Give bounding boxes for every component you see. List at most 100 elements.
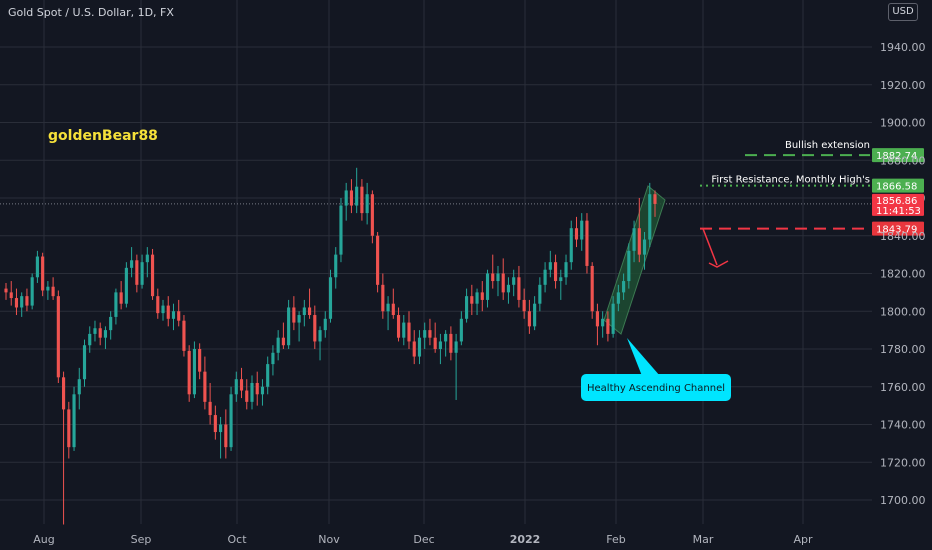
- candle-up: [417, 337, 422, 357]
- candle-down: [527, 311, 531, 327]
- candle-down: [67, 409, 71, 448]
- candle-down: [208, 401, 212, 416]
- candle-down: [135, 260, 139, 285]
- candle-down: [428, 330, 432, 338]
- candle-down: [150, 254, 155, 297]
- candle-down: [41, 256, 45, 291]
- candle-up: [234, 379, 238, 395]
- candle-up: [444, 333, 448, 342]
- last-price-countdown: 11:41:53: [876, 206, 921, 217]
- candle-up: [569, 228, 573, 263]
- candle-up: [192, 349, 196, 395]
- candle-up: [72, 394, 76, 448]
- candle-up: [114, 292, 118, 317]
- price-tick-label: 1920.00: [880, 79, 926, 92]
- callout-box: [581, 374, 731, 401]
- candle-up: [485, 273, 490, 300]
- candle-up: [219, 424, 223, 433]
- bullish-extension-label: Bullish extension: [785, 140, 870, 151]
- candle-down: [14, 298, 19, 308]
- candle-down: [491, 273, 495, 282]
- price-tick-label: 1700.00: [880, 494, 926, 507]
- candle-up: [632, 228, 636, 251]
- price-tick-label: 1940.00: [880, 41, 926, 54]
- candle-down: [553, 262, 558, 282]
- candle-down: [376, 235, 380, 285]
- candle-down: [245, 390, 249, 402]
- candle-up: [538, 284, 542, 304]
- candle-up: [229, 394, 233, 448]
- candle-up: [318, 330, 322, 342]
- candle-down: [470, 296, 474, 304]
- candle-down: [166, 305, 170, 319]
- candle-down: [517, 277, 521, 300]
- price-tick-label: 1840.00: [880, 230, 926, 243]
- price-level-badge: [872, 221, 924, 236]
- symbol-title[interactable]: Gold Spot / U.S. Dollar, 1D, FX: [8, 6, 174, 19]
- candle-down: [156, 296, 160, 314]
- candle-up: [260, 386, 265, 395]
- candle-up: [334, 254, 338, 278]
- candle-down: [203, 371, 207, 402]
- candle-down: [360, 186, 364, 214]
- candle-up: [344, 190, 348, 206]
- candle-down: [637, 228, 641, 255]
- candle-up: [459, 318, 463, 342]
- candle-up: [648, 194, 652, 240]
- price-levels[interactable]: 1882.74 1866.58 1843.79 Bullish extension Fi…: [700, 140, 924, 268]
- candle-down: [239, 379, 244, 391]
- price-level-badge: [872, 148, 924, 163]
- time-tick-label: Aug: [33, 533, 54, 546]
- candle-up: [145, 254, 149, 263]
- candle-up: [323, 318, 327, 331]
- callout-label: Healthy Ascending Channel: [587, 383, 725, 394]
- candle-up: [77, 379, 81, 395]
- candle-up: [328, 277, 333, 319]
- candle-down: [56, 296, 60, 378]
- price-tick-label: 1720.00: [880, 456, 926, 469]
- candle-up: [402, 322, 406, 338]
- candle-up: [543, 269, 547, 285]
- price-tick-label: 1880.00: [880, 154, 926, 167]
- candle-down: [177, 311, 181, 321]
- time-tick-label: Feb: [606, 533, 625, 546]
- candle-up: [276, 337, 280, 353]
- candle-down: [51, 286, 55, 297]
- candle-up: [438, 341, 442, 349]
- price-axis[interactable]: 1700.00 1720.00 1740.00 1760.00 1780.00 1800.…: [872, 41, 926, 507]
- candle-up: [302, 307, 306, 316]
- candle-down: [4, 288, 8, 293]
- price-level-badge-label: 1866.58: [876, 182, 917, 193]
- candle-down: [590, 265, 594, 312]
- author-watermark: goldenBear88: [48, 128, 158, 144]
- candle-up: [93, 328, 97, 334]
- candle-down: [585, 220, 589, 266]
- candle-down: [198, 349, 202, 372]
- callout-pointer: [627, 338, 660, 376]
- candle-up: [46, 286, 50, 291]
- price-tick-label: 1800.00: [880, 305, 926, 318]
- candle-down: [574, 228, 579, 240]
- candle-up: [386, 303, 390, 312]
- currency-button[interactable]: USD: [888, 3, 918, 21]
- channel-callout[interactable]: Healthy Ascending Channel: [581, 338, 731, 401]
- candle-up: [130, 260, 134, 268]
- candle-down: [480, 292, 484, 300]
- candle-up: [109, 316, 113, 331]
- candle-up: [496, 273, 500, 282]
- candle-up: [533, 303, 537, 327]
- candle-up: [564, 262, 568, 278]
- candle-up: [642, 239, 647, 255]
- down-arrow-head: [708, 260, 729, 268]
- time-tick-label: Dec: [413, 533, 434, 546]
- candle-up: [454, 341, 458, 353]
- candle-down: [25, 296, 29, 306]
- price-level-badge-label: 1882.74: [876, 151, 917, 162]
- time-axis[interactable]: Aug Sep Oct Nov Dec 2022 Feb Mar Apr: [33, 533, 813, 546]
- candle-up: [365, 194, 369, 214]
- candle-up: [548, 262, 552, 270]
- price-tick-label: 1740.00: [880, 419, 926, 432]
- candle-down: [119, 292, 123, 304]
